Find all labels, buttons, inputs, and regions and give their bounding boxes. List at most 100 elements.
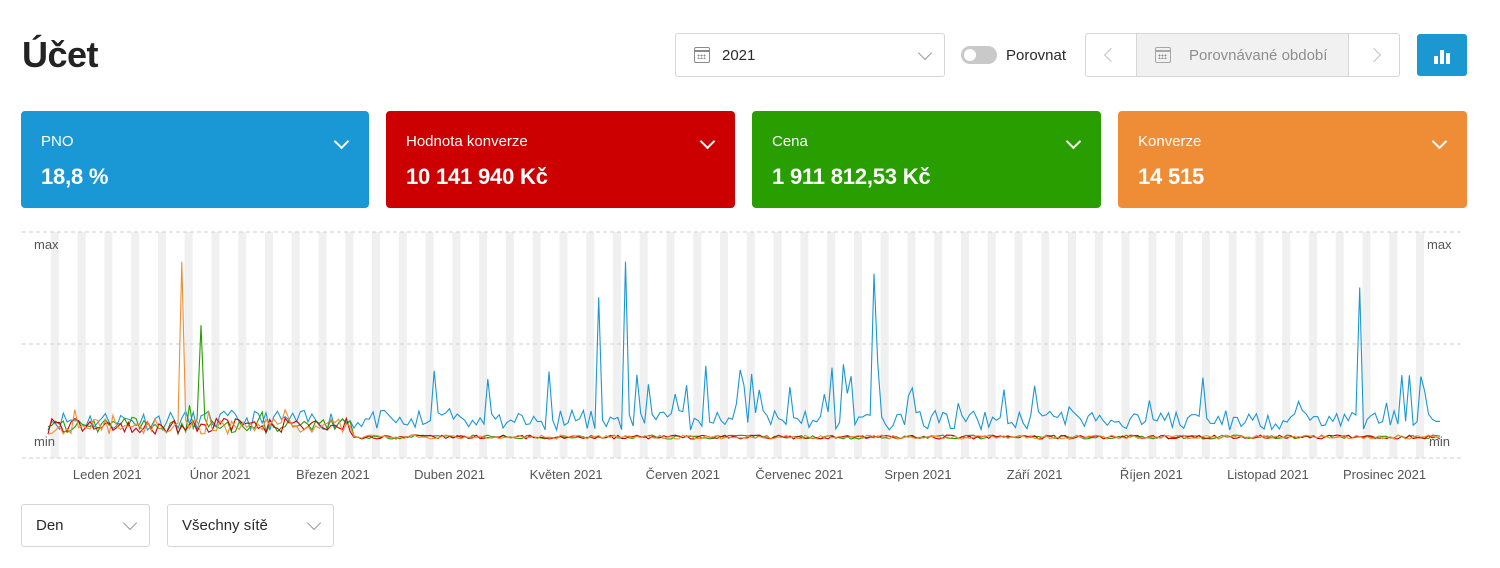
weekend-band	[1094, 232, 1103, 458]
weekend-band	[1228, 232, 1237, 458]
chevron-down-icon	[306, 515, 322, 531]
weekend-band	[238, 232, 247, 458]
weekend-band	[131, 232, 140, 458]
metric-label: Cena	[772, 133, 808, 150]
calendar-icon	[1155, 47, 1171, 63]
weekend-band	[479, 232, 488, 458]
weekend-band	[264, 232, 273, 458]
x-axis-labels: Leden 2021 Únor 2021 Březen 2021 Duben 2021…	[73, 467, 1426, 482]
weekend-band	[398, 232, 407, 458]
metric-card-pno[interactable]: PNO 18,8 %	[21, 111, 369, 208]
weekend-band	[720, 232, 729, 458]
weekend-band	[372, 232, 381, 458]
x-axis-label: Únor 2021	[190, 467, 251, 482]
weekend-band	[452, 232, 461, 458]
weekend-band	[1201, 232, 1210, 458]
weekend-band	[1416, 232, 1425, 458]
metric-label: PNO	[41, 133, 74, 150]
weekend-band	[853, 232, 862, 458]
weekend-band	[960, 232, 969, 458]
weekend-band	[1041, 232, 1050, 458]
x-axis-label: Květen 2021	[530, 467, 603, 482]
compare-period-placeholder: Porovnávané období	[1189, 46, 1328, 64]
weekend-band	[104, 232, 113, 458]
metric-value: 18,8 %	[41, 164, 109, 189]
axis-right-max: max	[1427, 237, 1452, 252]
network-select[interactable]: Všechny sítě	[167, 504, 334, 547]
bar-chart-icon	[1434, 56, 1438, 64]
weekend-band	[612, 232, 621, 458]
calendar-icon	[694, 47, 710, 63]
weekend-band	[827, 232, 836, 458]
weekend-band	[532, 232, 541, 458]
weekend-band	[425, 232, 434, 458]
previous-period-button[interactable]	[1086, 34, 1136, 76]
weekend-band	[157, 232, 166, 458]
chart-view-button[interactable]	[1417, 34, 1467, 76]
network-value: Všechny sítě	[182, 517, 268, 534]
weekend-band	[1068, 232, 1077, 458]
weekend-band	[50, 232, 59, 458]
weekend-band	[77, 232, 86, 458]
weekend-band	[934, 232, 943, 458]
compare-label: Porovnat	[1006, 46, 1067, 64]
chevron-down-icon	[917, 45, 933, 60]
weekend-band	[1335, 232, 1344, 458]
weekend-band	[211, 232, 220, 458]
weekend-band	[1014, 232, 1023, 458]
chevron-right-icon	[1366, 47, 1382, 63]
weekend-band	[666, 232, 675, 458]
year-select[interactable]: 2021	[675, 33, 945, 77]
weekend-band	[1175, 232, 1184, 458]
compare-period-picker: Porovnávané období	[1085, 33, 1400, 77]
axis-left-min: min	[34, 434, 55, 449]
metric-card-cena[interactable]: Cena 1 911 812,53 Kč	[752, 111, 1101, 208]
weekend-band	[559, 232, 568, 458]
weekend-band	[1362, 232, 1371, 458]
weekend-band	[800, 232, 809, 458]
granularity-select[interactable]: Den	[21, 504, 150, 547]
weekend-band	[1148, 232, 1157, 458]
chart-canvas: max min max min Leden 2021 Únor 2021 Březe…	[22, 231, 1462, 482]
x-axis-label: Říjen 2021	[1120, 467, 1183, 482]
x-axis-label: Březen 2021	[296, 467, 370, 482]
grid-bands	[50, 232, 1425, 458]
metric-value: 1 911 812,53 Kč	[772, 164, 931, 189]
next-period-button[interactable]	[1349, 34, 1399, 76]
metric-value: 14 515	[1138, 164, 1205, 189]
metric-card-konverze[interactable]: Konverze 14 515	[1118, 111, 1467, 208]
granularity-value: Den	[36, 517, 64, 534]
weekend-band	[639, 232, 648, 458]
x-axis-label: Leden 2021	[73, 467, 142, 482]
weekend-band	[1255, 232, 1264, 458]
weekend-band	[1389, 232, 1398, 458]
compare-toggle[interactable]: Porovnat	[961, 44, 1066, 66]
year-value: 2021	[722, 46, 756, 64]
weekend-band	[184, 232, 193, 458]
weekend-band	[318, 232, 327, 458]
chevron-down-icon	[122, 515, 138, 531]
weekend-band	[746, 232, 755, 458]
metric-label: Hodnota konverze	[406, 133, 528, 150]
axis-left-max: max	[34, 237, 59, 252]
series-group	[47, 261, 1441, 440]
line-chart[interactable]: max min max min Leden 2021 Únor 2021 Březe…	[0, 220, 1500, 490]
weekend-band	[505, 232, 514, 458]
compare-period-input[interactable]: Porovnávané období	[1136, 34, 1349, 76]
weekend-band	[1121, 232, 1130, 458]
chevron-left-icon	[1103, 47, 1119, 63]
weekend-band	[907, 232, 916, 458]
weekend-band	[345, 232, 354, 458]
series-line-konverze	[47, 261, 1441, 440]
metric-card-hodnota-konverze[interactable]: Hodnota konverze 10 141 940 Kč	[386, 111, 735, 208]
x-axis-label: Srpen 2021	[884, 467, 951, 482]
toggle-switch[interactable]	[961, 46, 997, 64]
weekend-band	[291, 232, 300, 458]
x-axis-label: Září 2021	[1007, 467, 1063, 482]
weekend-band	[987, 232, 996, 458]
metric-value: 10 141 940 Kč	[406, 164, 548, 189]
metric-label: Konverze	[1138, 133, 1202, 150]
weekend-band	[1282, 232, 1291, 458]
weekend-band	[773, 232, 782, 458]
weekend-band	[1308, 232, 1317, 458]
